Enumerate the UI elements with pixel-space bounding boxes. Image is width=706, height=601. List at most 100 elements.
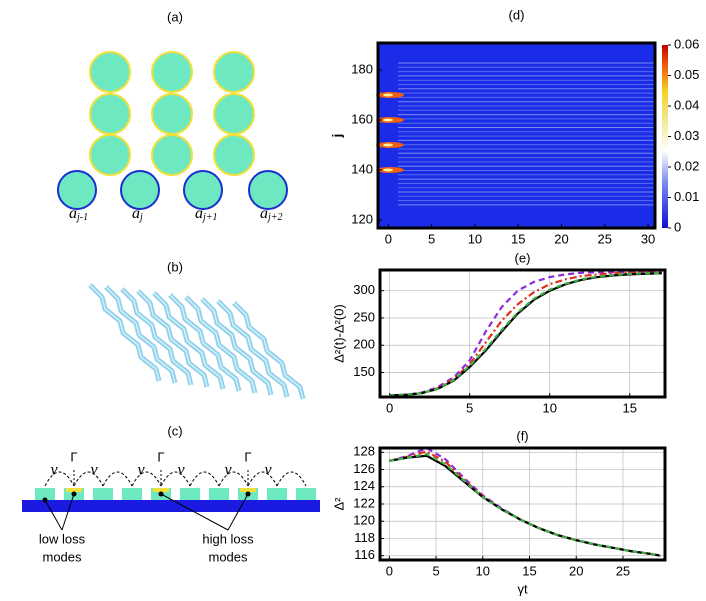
site-label: aj-1: [69, 205, 88, 224]
x-tick-label: 10: [476, 563, 490, 578]
pointer-dot: [71, 491, 77, 497]
waveguide-block: [35, 488, 55, 500]
site-base: a: [132, 205, 140, 222]
x-tick-label: 20: [569, 563, 583, 578]
x-tick-label: 25: [598, 231, 612, 246]
coupling-arc: [44, 471, 75, 487]
plot-frame: [378, 446, 667, 562]
site-sub: j: [138, 212, 143, 223]
y-tick-label: 116: [354, 547, 375, 562]
site-base: a: [69, 205, 77, 222]
waveguide-highlight: [137, 290, 208, 388]
waveguide-highlight: [121, 288, 192, 386]
pointer-dot: [245, 491, 251, 497]
site-circle: [213, 51, 255, 93]
pointer-dot: [158, 491, 164, 497]
chart-title: (d): [509, 7, 525, 22]
y-tick-label: 128: [353, 444, 375, 459]
x-tick-label: 10: [542, 400, 556, 415]
x-tick-label: 10: [468, 231, 482, 246]
series-line: [389, 272, 662, 397]
coupling-arc: [73, 471, 104, 487]
waveguide-block: [296, 488, 316, 500]
x-tick-label: 5: [428, 231, 435, 246]
site-circle: [183, 170, 223, 210]
coupling-arc: [160, 471, 191, 487]
waveguide-highlight: [217, 300, 288, 398]
site-sub: j+2: [266, 212, 283, 223]
heatmap-spot-core: [383, 168, 393, 172]
y-tick-label: 200: [353, 337, 375, 352]
plot-frame: [378, 268, 667, 399]
gamma-label: Γ: [244, 449, 251, 464]
colorbar-tick-label: 0.03: [674, 128, 699, 143]
site-base: a: [195, 205, 203, 222]
heatmap-spot-core: [383, 143, 393, 147]
y-axis-label: Δ²(t)-Δ²(0): [331, 304, 346, 363]
coupling-arc: [218, 471, 249, 487]
hop-label: v: [264, 462, 272, 479]
y-tick-label: 150: [353, 364, 375, 379]
x-tick-label: 0: [386, 563, 393, 578]
waveguide-block: [209, 488, 229, 500]
hop-label: v: [224, 462, 232, 479]
site-label: aj+1: [195, 205, 218, 224]
y-axis-label: j: [329, 134, 344, 139]
x-tick-label: 15: [511, 231, 525, 246]
coupling-arc: [276, 471, 307, 487]
site-circle: [248, 170, 288, 210]
x-tick-label: 15: [623, 400, 637, 415]
series-line: [389, 454, 661, 557]
mode-label: modes: [208, 549, 248, 564]
y-tick-label: 120: [351, 211, 373, 226]
site-label: aj+2: [260, 205, 283, 224]
coupling-arc: [131, 471, 162, 487]
waveguide-highlight: [233, 302, 304, 400]
y-tick-label: 160: [351, 111, 373, 126]
x-tick-label: 20: [554, 231, 568, 246]
y-tick-label: 180: [351, 61, 373, 76]
coupling-arc: [102, 471, 133, 487]
gamma-label: Γ: [70, 449, 77, 464]
series-line: [389, 272, 662, 397]
pointer: [227, 493, 249, 531]
site-circle: [120, 170, 160, 210]
series-line: [389, 450, 661, 557]
substrate: [22, 500, 320, 512]
site-circle: [151, 134, 193, 176]
waveguide-block: [122, 488, 142, 500]
colorbar-tick-label: 0.01: [674, 189, 699, 204]
coupling-arc: [247, 471, 278, 487]
pointer: [44, 499, 63, 531]
x-tick-label: 25: [616, 563, 630, 578]
plot-frame: [376, 41, 657, 230]
colorbar-tick-label: 0.05: [674, 67, 699, 82]
heatmap-background: [378, 43, 655, 228]
lossy-top: [153, 488, 169, 492]
chart-title: (e): [515, 250, 531, 265]
site-circle: [89, 134, 131, 176]
x-tick-label: 0: [386, 400, 393, 415]
pointer-dot: [42, 497, 48, 503]
waveguide-highlight: [105, 286, 176, 384]
x-tick-label: 5: [432, 563, 439, 578]
site-circle: [89, 51, 131, 93]
x-tick-label: 0: [385, 231, 392, 246]
lossy-top: [240, 488, 256, 492]
site-circle: [151, 51, 193, 93]
x-tick-label: 5: [466, 400, 473, 415]
site-circle: [89, 93, 131, 135]
lossy-top: [66, 488, 82, 492]
site-circle: [213, 93, 255, 135]
site-sub: j-1: [75, 212, 88, 223]
mode-label: high loss: [202, 531, 254, 546]
gamma-label: Γ: [157, 449, 164, 464]
hop-label: v: [90, 462, 98, 479]
series-line: [389, 446, 661, 557]
colorbar-tick-label: 0: [674, 219, 681, 234]
mode-label: low loss: [39, 531, 86, 546]
waveguide-block: [180, 488, 200, 500]
y-tick-label: 126: [353, 461, 375, 476]
y-axis-label: Δ²: [331, 497, 346, 511]
